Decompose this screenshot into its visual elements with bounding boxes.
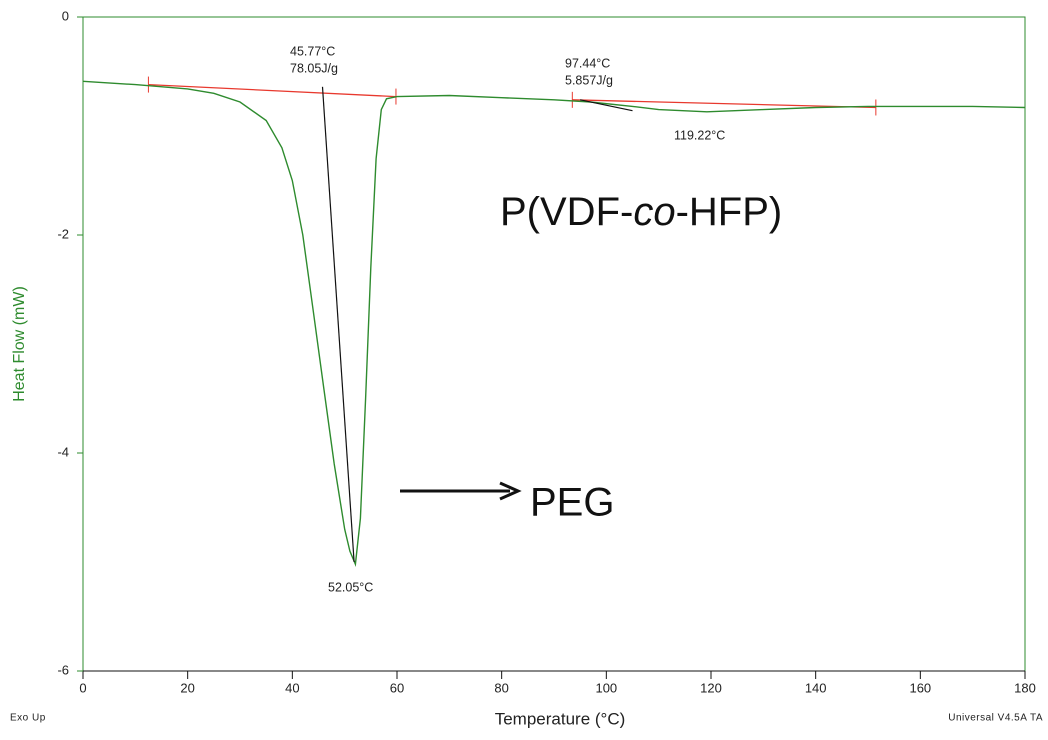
footer-left: Exo Up — [10, 713, 46, 724]
tangent — [580, 99, 633, 112]
x-tick-label: 140 — [805, 680, 827, 695]
y-tick-label: -6 — [57, 662, 69, 677]
annotation: 78.05J/g — [290, 61, 338, 75]
x-tick-label: 80 — [494, 680, 508, 695]
y-tick-label: -2 — [57, 226, 69, 241]
x-tick-label: 180 — [1014, 680, 1036, 695]
annotation: 119.22°C — [674, 128, 725, 142]
annotation: 52.05°C — [328, 580, 373, 594]
x-tick-label: 40 — [285, 680, 299, 695]
label-part: co — [633, 190, 675, 234]
x-tick-label: 100 — [595, 680, 617, 695]
annotation: 45.77°C — [290, 44, 335, 58]
x-tick-label: 60 — [390, 680, 404, 695]
arrow-head — [499, 481, 522, 501]
annotation: 5.857J/g — [565, 73, 613, 87]
x-axis-label: Temperature (°C) — [495, 709, 626, 728]
baseline — [148, 83, 397, 98]
peg-label: PEG — [530, 481, 614, 525]
polymer-label: P(VDF-co-HFP) — [500, 190, 782, 234]
baseline — [572, 99, 876, 109]
y-tick-label: -4 — [57, 444, 69, 459]
y-axis-label: Heat Flow (mW) — [11, 286, 28, 402]
y-tick-label: 0 — [62, 8, 69, 23]
x-tick-label: 20 — [180, 680, 194, 695]
label-part: P(VDF- — [500, 190, 633, 234]
x-tick-label: 160 — [909, 680, 931, 695]
plot-frame — [82, 16, 1026, 672]
tangent — [321, 86, 355, 563]
x-tick-label: 0 — [79, 680, 86, 695]
footer-right: Universal V4.5A TA — [948, 713, 1043, 724]
heat-flow-curve — [82, 80, 1026, 567]
annotation: 97.44°C — [565, 56, 610, 70]
x-tick-label: 120 — [700, 680, 722, 695]
label-part: -HFP) — [676, 190, 783, 234]
